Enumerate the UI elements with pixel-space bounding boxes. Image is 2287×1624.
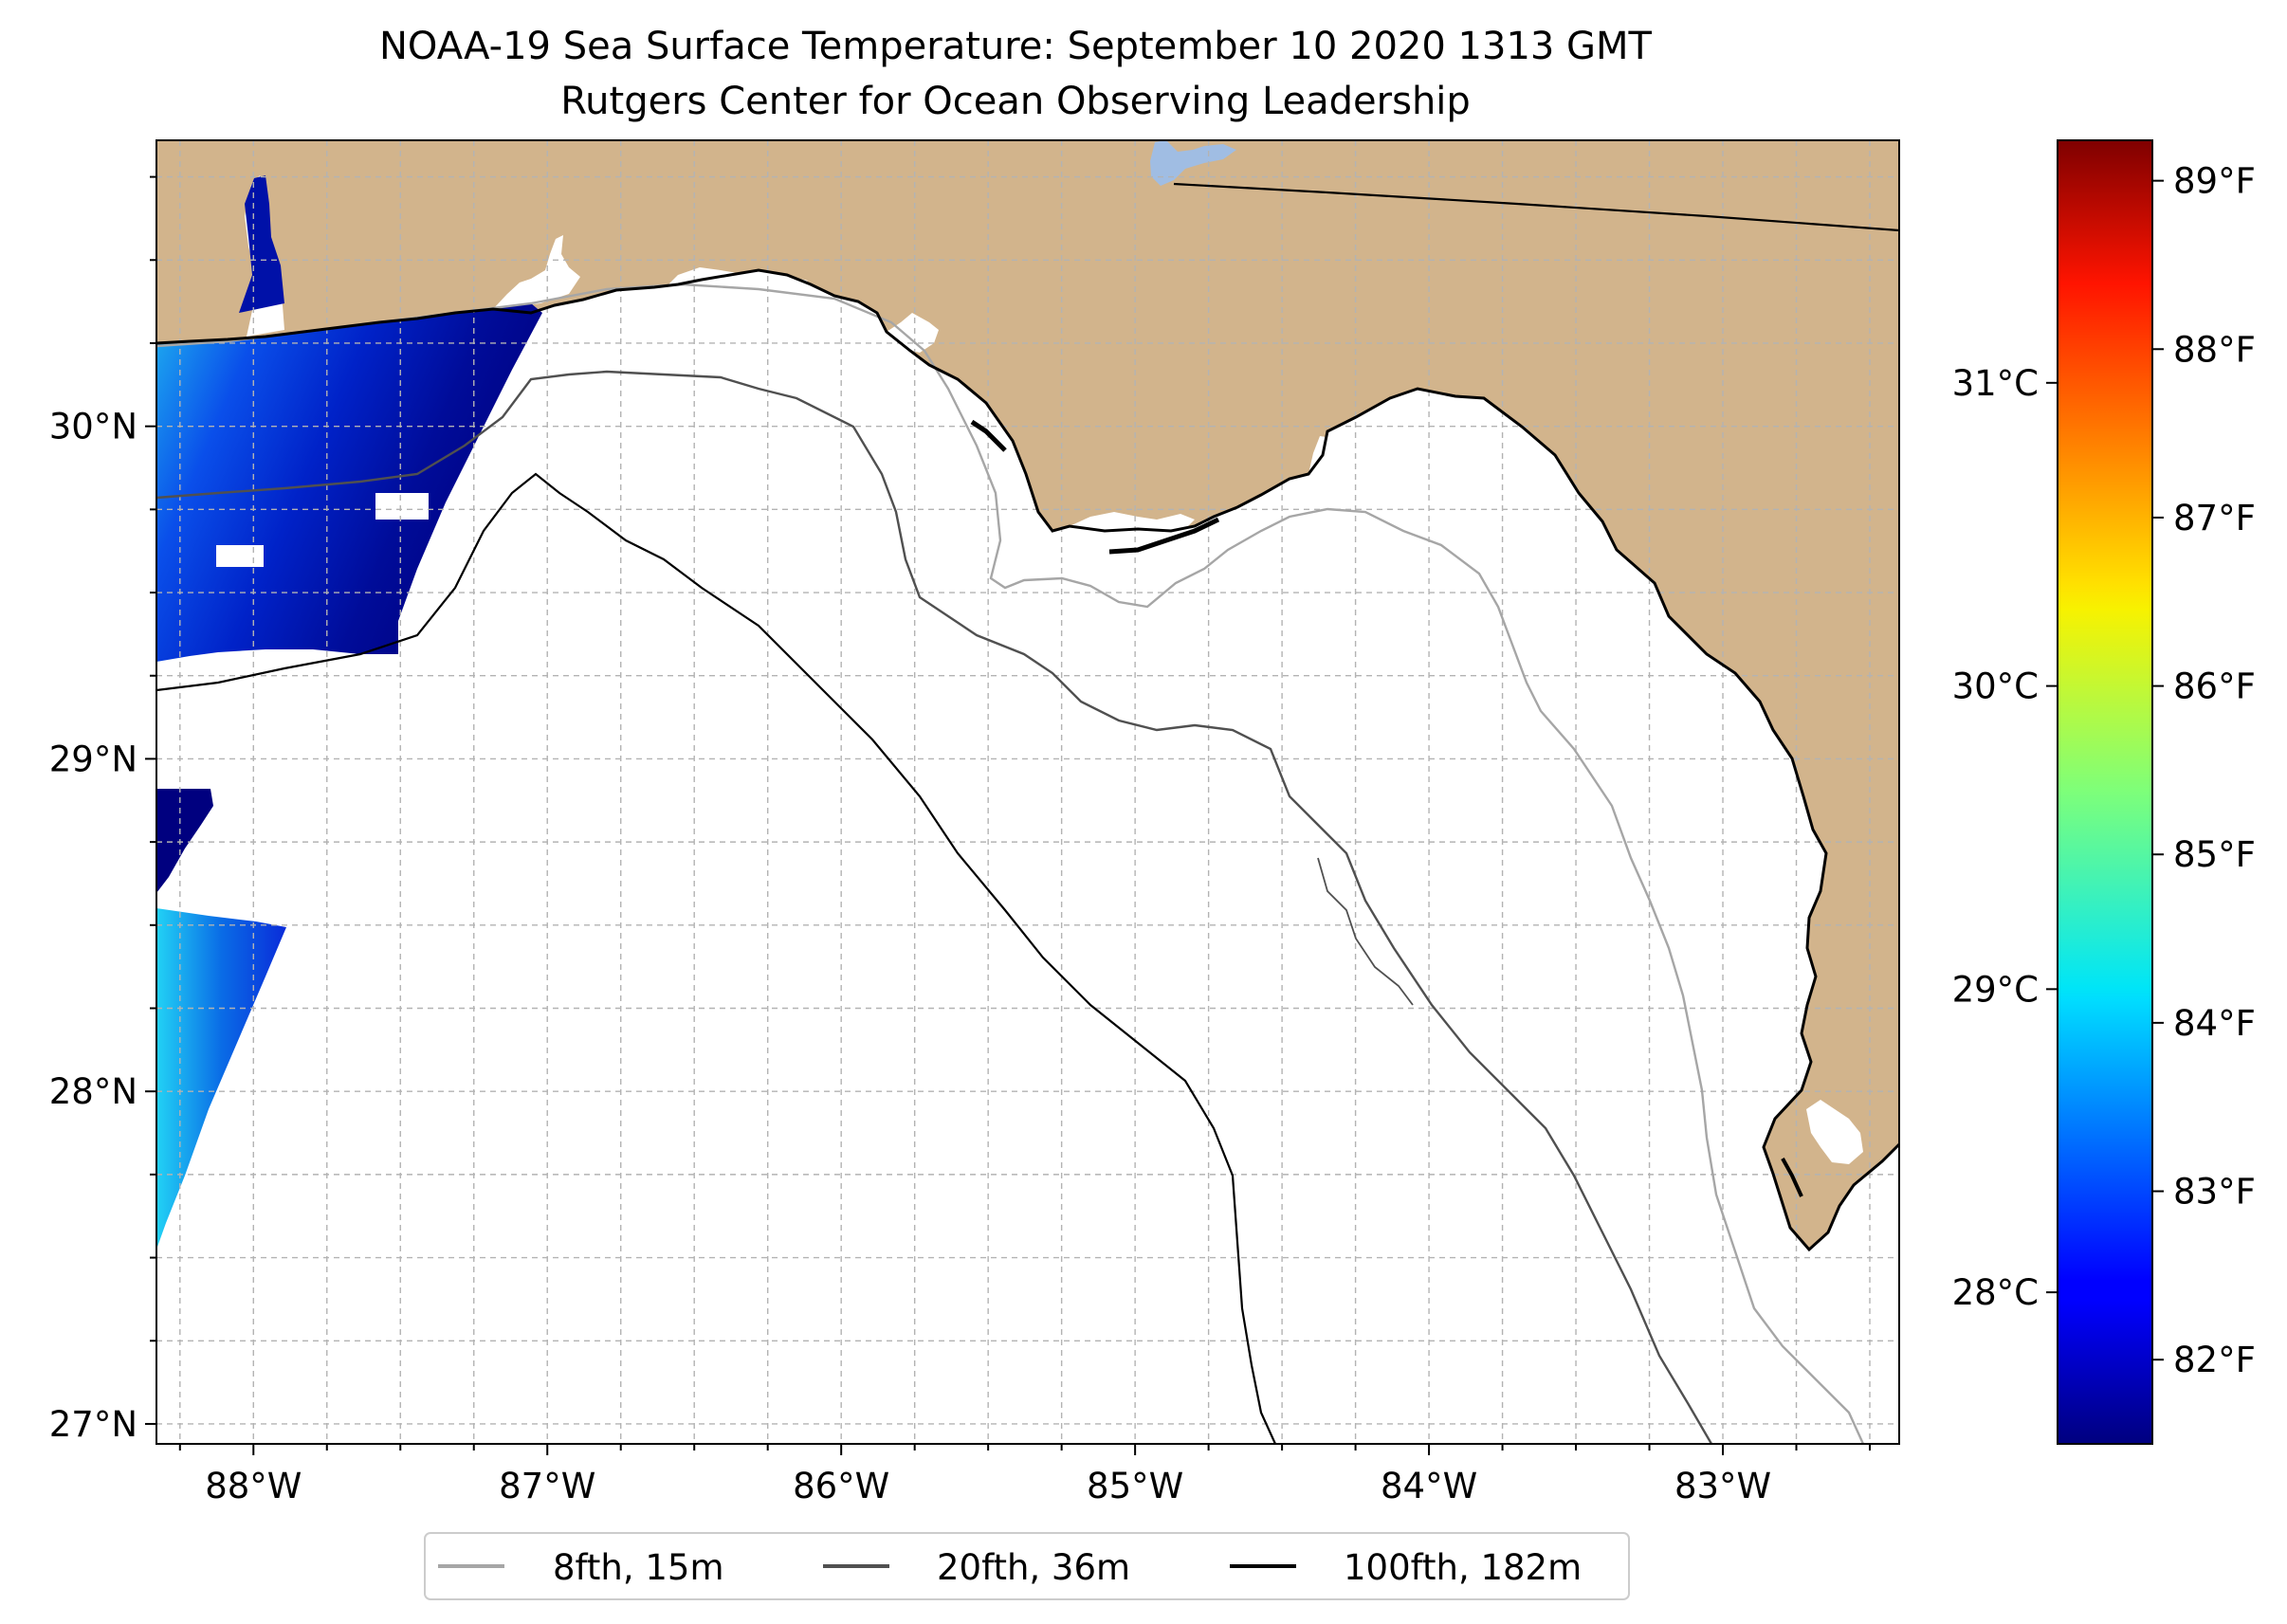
barrier-island-tampa xyxy=(1781,1158,1803,1197)
lat-tick-label: 30°N xyxy=(49,407,137,447)
colorbar-fahrenheit-label: 86°F xyxy=(2173,666,2256,707)
figure-title-line2: Rutgers Center for Ocean Observing Leade… xyxy=(560,80,1471,123)
lat-lon-grid xyxy=(156,140,1899,1444)
colorbar-celsius-label: 31°C xyxy=(1952,363,2039,404)
isobath-20fth-36m xyxy=(156,370,1713,1444)
sst-hole-2 xyxy=(216,545,264,567)
isobath-8fth-15m xyxy=(156,283,1865,1444)
map-panel: 88°W 87°W 86°W 85°W 84°W 83°W 27°N 28°N 29°N 30°N xyxy=(49,139,1900,1506)
colorbar-fahrenheit-label: 82°F xyxy=(2173,1340,2256,1380)
colorbar-fahrenheit-label: 84°F xyxy=(2173,1003,2256,1044)
depth-legend: 8fth, 15m 20fth, 36m 100fth, 182m xyxy=(424,1532,1630,1600)
map-axis-ticks xyxy=(145,175,1872,1455)
colorbar-celsius-label: 28°C xyxy=(1952,1272,2039,1313)
lon-tick-label: 86°W xyxy=(793,1466,889,1506)
colorbar-fahrenheit-label: 89°F xyxy=(2173,161,2256,202)
colorbar: 28°C 29°C 30°C 31°C 82°F 83°F 84°F 85°F 86°F 87°F… xyxy=(1952,139,2256,1445)
bay-tampa xyxy=(1806,1100,1863,1164)
legend-label-20fth: 20fth, 36m xyxy=(937,1547,1130,1588)
lon-tick-label: 88°W xyxy=(205,1466,302,1506)
lat-tick-label: 27°N xyxy=(49,1404,137,1445)
map-frame xyxy=(156,139,1900,1445)
colorbar-frame xyxy=(2057,139,2153,1445)
colorbar-fahrenheit-label: 85°F xyxy=(2173,834,2256,875)
figure-title-line1: NOAA-19 Sea Surface Temperature: Septemb… xyxy=(379,25,1653,68)
lon-tick-label: 83°W xyxy=(1674,1466,1771,1506)
colorbar-fahrenheit-label: 87°F xyxy=(2173,498,2256,538)
isobath-100fth-182m xyxy=(156,472,1277,1444)
colorbar-celsius-label: 29°C xyxy=(1952,969,2039,1010)
land-mass xyxy=(156,140,1899,1250)
sst-swath-west-patch xyxy=(156,789,213,893)
bay-pensacola xyxy=(493,235,580,309)
lon-tick-label: 84°W xyxy=(1381,1466,1477,1506)
map-axis-tick-labels: 88°W 87°W 86°W 85°W 84°W 83°W 27°N 28°N 29°N 30°N xyxy=(49,407,1771,1506)
colorbar-fahrenheit-label: 83°F xyxy=(2173,1172,2256,1213)
lon-tick-label: 87°W xyxy=(499,1466,595,1506)
colorbar-gradient xyxy=(2058,140,2152,1444)
barrier-island-st-george xyxy=(1108,517,1220,555)
state-border xyxy=(1173,182,1899,232)
sst-swath-southwest xyxy=(156,908,286,1250)
colorbar-fahrenheit-label: 88°F xyxy=(2173,329,2256,370)
lake-seminole xyxy=(1150,140,1236,186)
isobath-20fth-reef xyxy=(1317,857,1414,1006)
colorbar-celsius-label: 30°C xyxy=(1952,666,2039,707)
sst-hole-1 xyxy=(375,493,429,520)
sst-bay-fill xyxy=(239,175,284,313)
lon-tick-label: 85°W xyxy=(1087,1466,1183,1506)
bay-apalachicola xyxy=(1070,512,1195,533)
coastline xyxy=(156,268,1899,1252)
colorbar-ticks xyxy=(2046,179,2164,1361)
colorbar-tick-labels: 28°C 29°C 30°C 31°C 82°F 83°F 84°F 85°F 86°F 87°F… xyxy=(1952,161,2256,1381)
barrier-island-panhandle xyxy=(970,419,1007,452)
legend-label-100fth: 100fth, 182m xyxy=(1344,1547,1582,1588)
lat-tick-label: 28°N xyxy=(49,1071,137,1112)
legend-label-8fth: 8fth, 15m xyxy=(553,1547,724,1588)
lat-tick-label: 29°N xyxy=(49,739,137,779)
legend-box xyxy=(424,1532,1630,1600)
